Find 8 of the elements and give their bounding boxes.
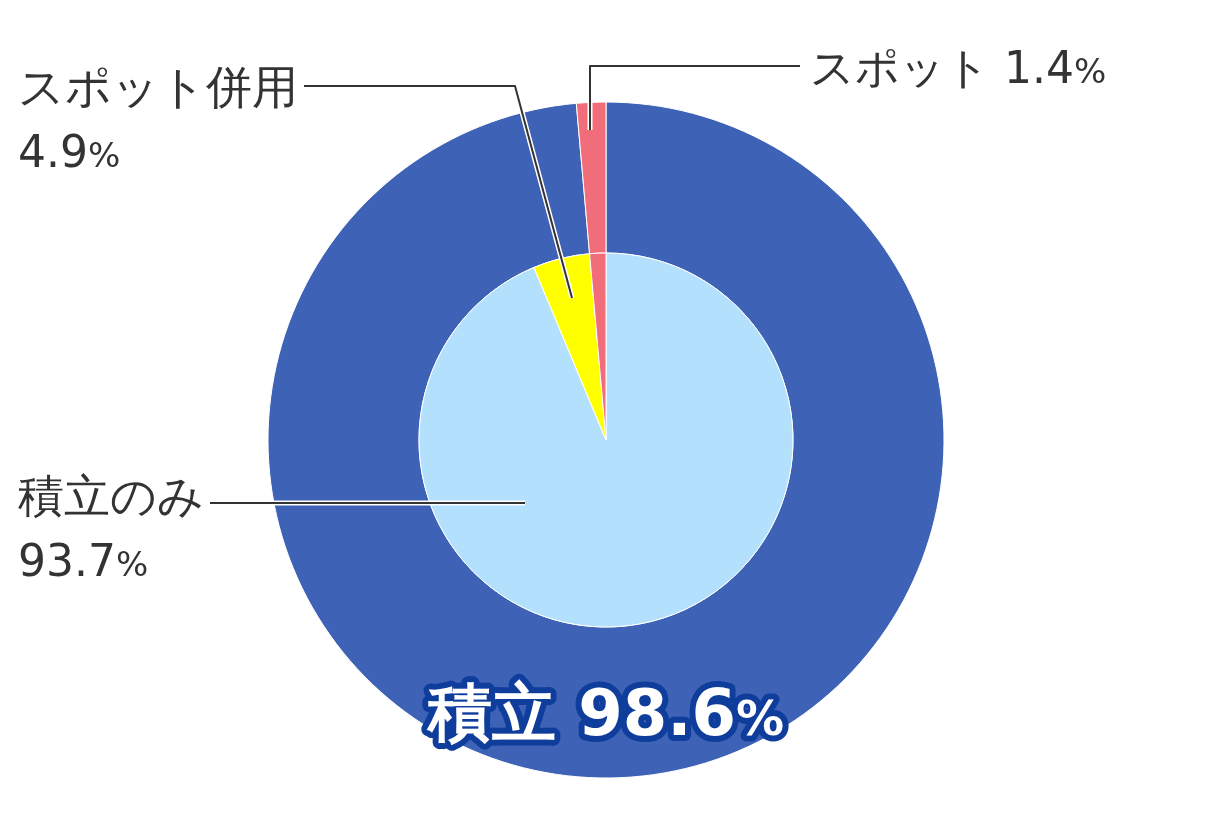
slice-label: スポット [810, 42, 1004, 93]
data-label: 98.6% [578, 676, 785, 750]
slice-label: 積立のみ [18, 469, 204, 523]
slice-label: 積立 [425, 676, 579, 750]
slice-label: スポット併用 [18, 60, 298, 114]
data-label: 93.7% [18, 535, 149, 586]
data-label: 4.9% [18, 126, 121, 177]
data-label: 1.4% [1004, 42, 1107, 93]
